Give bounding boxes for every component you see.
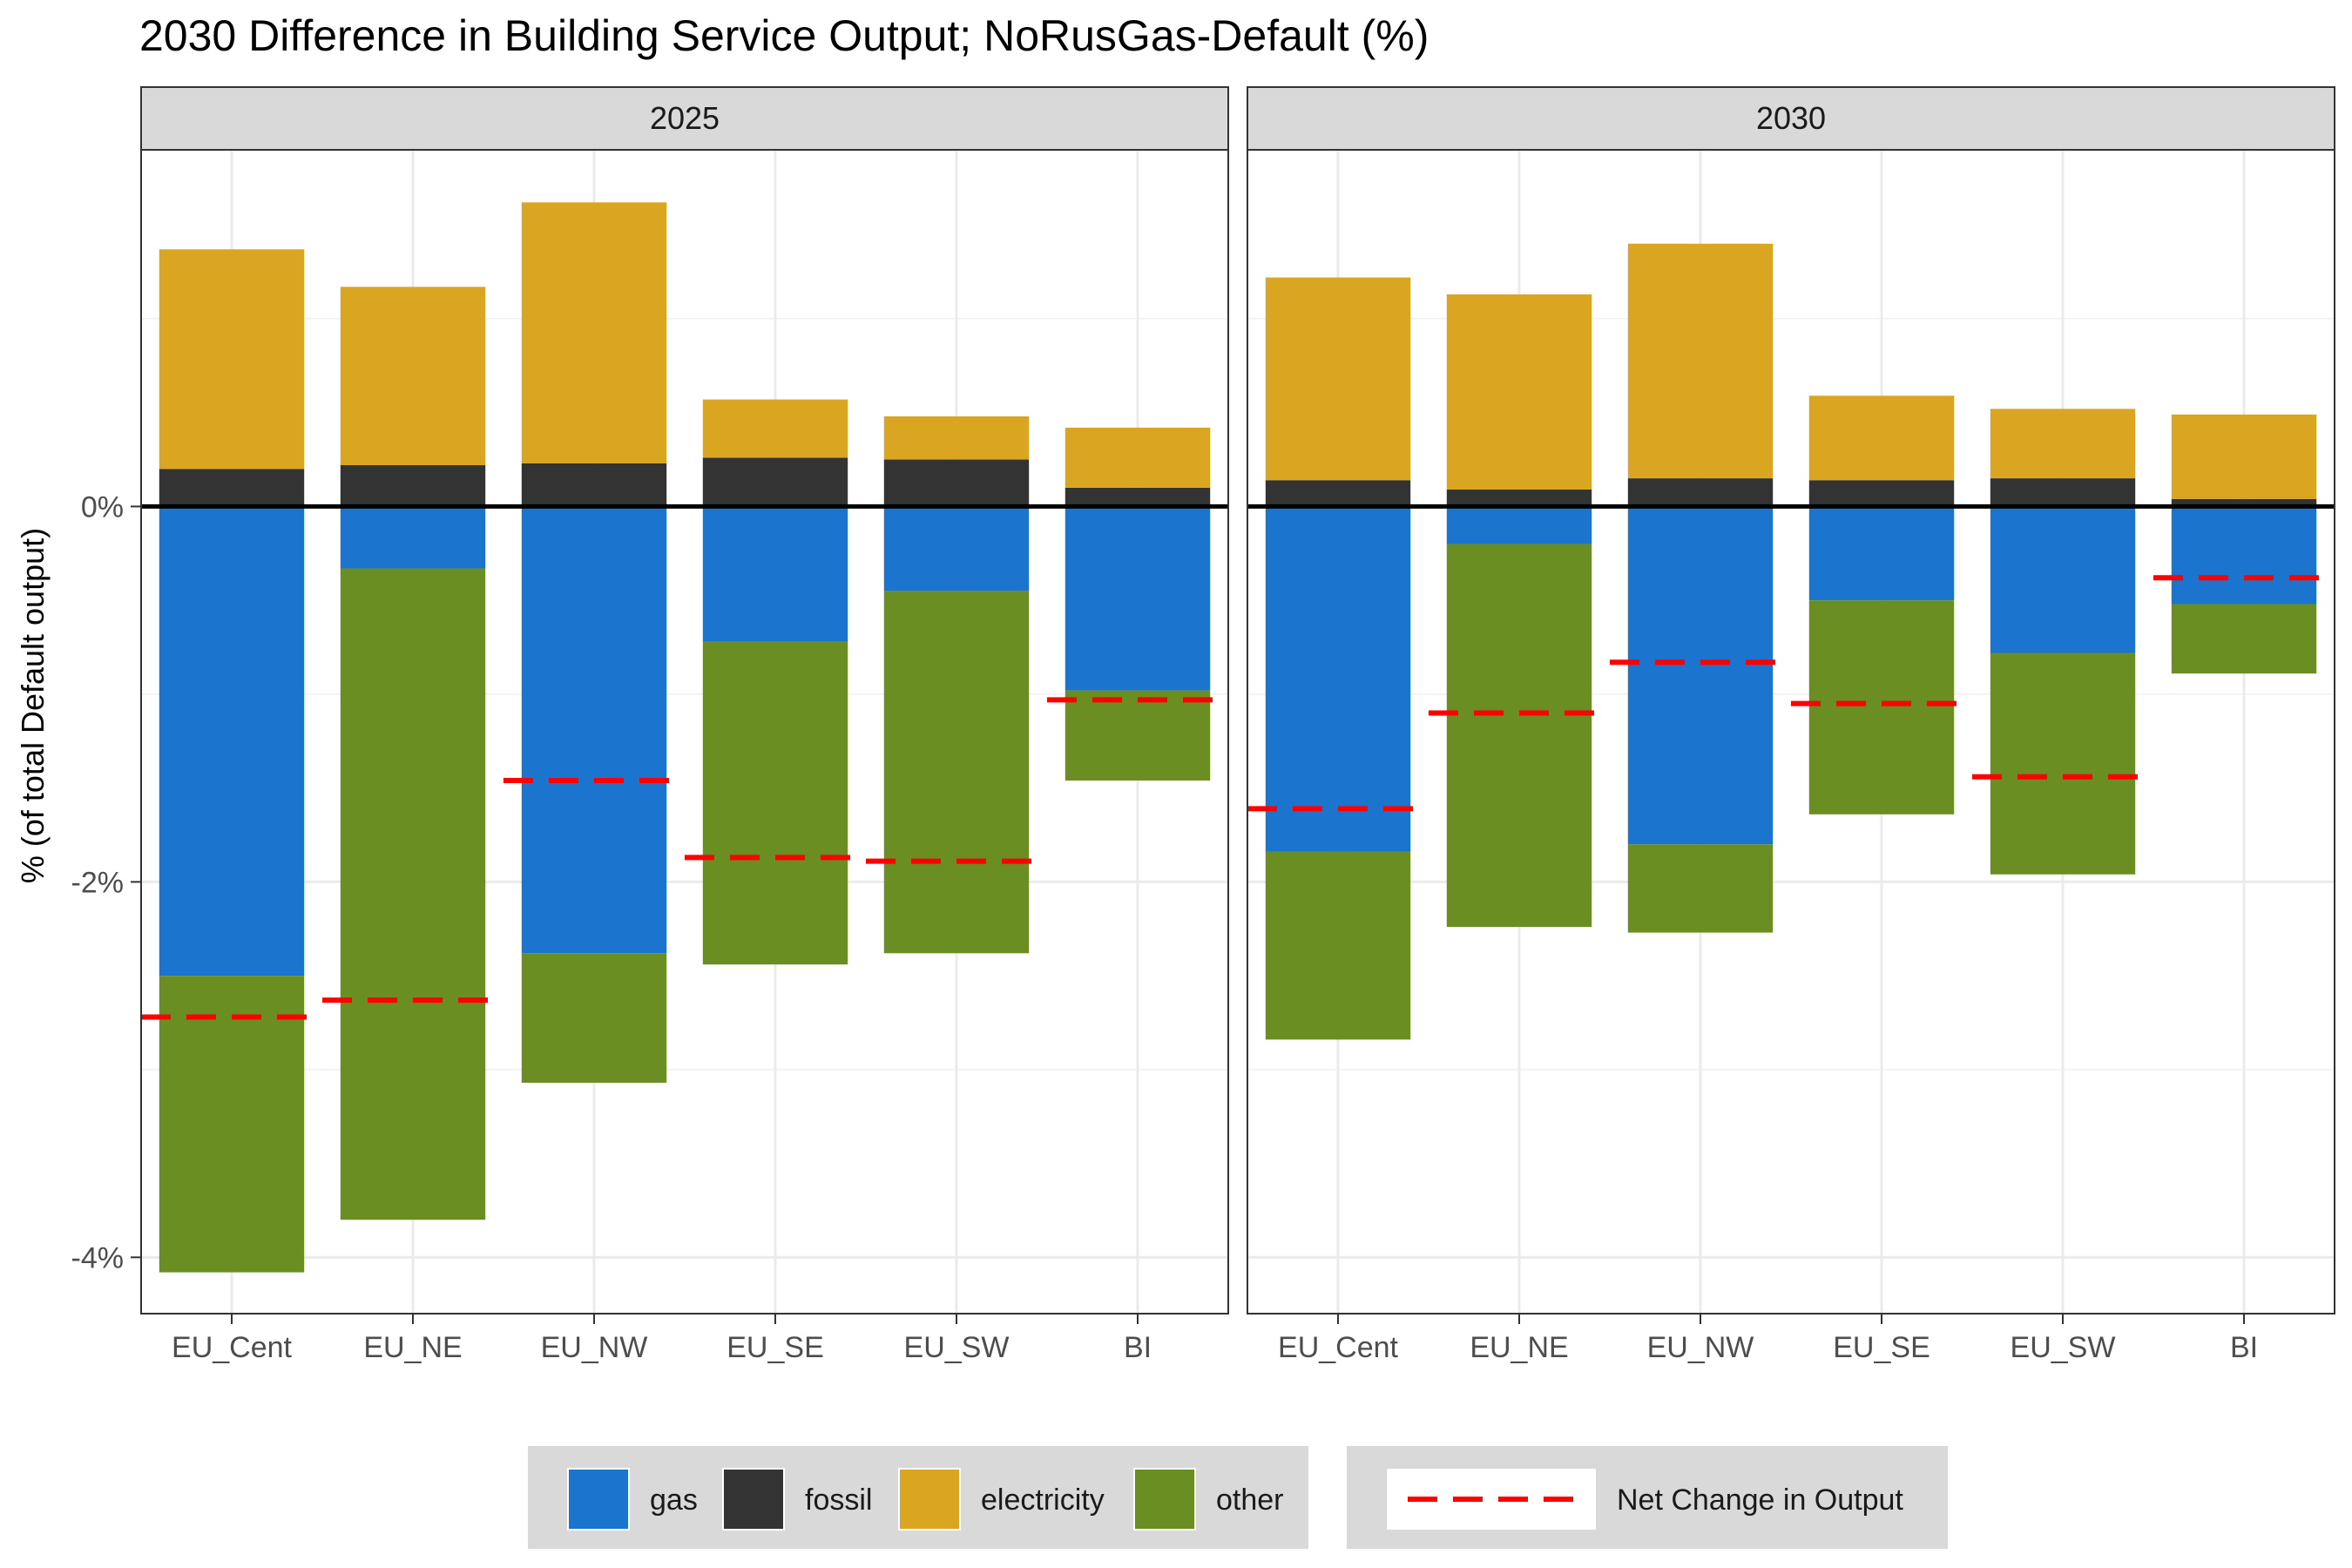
bar-other-EU_NW-2030 (1627, 844, 1774, 933)
bar-fossil-EU_SW-2030 (1990, 478, 2136, 507)
panel-background (1247, 150, 2335, 1314)
x-tick-label: EU_NE (1470, 1331, 1568, 1364)
y-axis-title: % (of total Default output) (15, 528, 51, 883)
bar-fossil-EU_NW-2030 (1627, 478, 1774, 507)
bar-electricity-EU_NW-2030 (1627, 243, 1774, 479)
bar-gas-EU_SE-2025 (702, 506, 848, 642)
panel-border (1247, 149, 2335, 1315)
bar-gas-BI-2025 (1064, 506, 1211, 691)
panel-border (140, 149, 1229, 1315)
bar-other-EU_NE-2025 (340, 568, 486, 1220)
x-tick-label: EU_SW (2011, 1331, 2116, 1364)
x-tick-label: EU_SW (904, 1331, 1010, 1364)
x-tick-label: EU_NE (363, 1331, 462, 1364)
bar-other-EU_NE-2030 (1446, 544, 1592, 928)
bar-other-EU_Cent-2025 (159, 976, 305, 1273)
bar-electricity-EU_SW-2030 (1990, 409, 2136, 479)
chart-title: 2030 Difference in Building Service Outp… (139, 11, 1429, 60)
bar-other-BI-2030 (2171, 604, 2317, 674)
bar-fossil-EU_SE-2025 (702, 457, 848, 507)
bar-fossil-BI-2030 (2171, 498, 2317, 507)
y-axis: 0% -2% -4% (71, 490, 141, 1274)
legend: gas fossil electricity other Net Change in O… (528, 1446, 1948, 1549)
x-tick-label: EU_SE (727, 1331, 824, 1364)
bar-electricity-BI-2030 (2171, 414, 2317, 499)
bar-fossil-EU_SE-2030 (1808, 480, 1955, 507)
bar-gas-EU_SW-2025 (883, 506, 1030, 591)
facet-strip-label: 2025 (650, 100, 720, 136)
facet-strip (140, 86, 1229, 151)
bar-gas-EU_SE-2030 (1808, 506, 1955, 601)
bar-fossil-EU_NW-2025 (521, 463, 667, 507)
y-tick-label: -2% (71, 866, 124, 899)
legend-key-gas (567, 1468, 630, 1531)
x-tick-label: EU_NW (1647, 1331, 1754, 1364)
bar-gas-BI-2030 (2171, 506, 2317, 605)
legend-label-gas: gas (650, 1484, 698, 1517)
bar-other-EU_SE-2030 (1808, 600, 1955, 814)
bar-gas-EU_NW-2030 (1627, 506, 1774, 845)
bar-other-EU_SE-2025 (702, 641, 848, 965)
bar-electricity-EU_NE-2025 (340, 287, 486, 466)
bar-other-EU_Cent-2030 (1265, 851, 1411, 1040)
x-tick-label: EU_Cent (1278, 1331, 1399, 1364)
bar-fossil-EU_Cent-2030 (1265, 480, 1411, 507)
facet-strip-label: 2030 (1756, 100, 1826, 136)
bar-other-EU_SW-2025 (883, 591, 1030, 954)
bar-fossil-EU_Cent-2025 (159, 469, 305, 507)
legend-label-net-change: Net Change in Output (1617, 1484, 1903, 1517)
bar-electricity-EU_SW-2025 (883, 416, 1030, 460)
bar-fossil-EU_NE-2025 (340, 465, 486, 507)
bar-electricity-EU_SE-2025 (702, 399, 848, 458)
panel-background (141, 150, 1228, 1314)
legend-label-fossil: fossil (805, 1484, 872, 1517)
bar-gas-EU_Cent-2030 (1265, 506, 1411, 852)
bar-fossil-BI-2025 (1064, 487, 1211, 507)
y-tick-label: -4% (71, 1241, 124, 1274)
bar-other-EU_SW-2030 (1990, 652, 2136, 875)
bar-gas-EU_NW-2025 (521, 506, 667, 954)
bar-gas-EU_NE-2025 (340, 506, 486, 569)
bar-gas-EU_SW-2030 (1990, 506, 2136, 653)
x-tick-label: EU_SE (1833, 1331, 1930, 1364)
bar-electricity-EU_NW-2025 (521, 202, 667, 463)
bar-other-EU_NW-2025 (521, 953, 667, 1083)
facet-panel-2030: 2030 EU_Cent EU_NE EU_NW EU_SE EU_SW BI (1247, 86, 2335, 1364)
facet-panel-2025: 2025 EU_Cent EU_NE EU_NW EU_SE EU_SW BI (140, 86, 1229, 1364)
legend-key-fossil (722, 1468, 785, 1531)
bar-gas-EU_NE-2030 (1446, 506, 1592, 544)
x-tick-label: EU_Cent (172, 1331, 293, 1364)
bar-electricity-EU_Cent-2025 (159, 249, 305, 470)
legend-label-electricity: electricity (981, 1484, 1105, 1517)
x-tick-label: EU_NW (541, 1331, 648, 1364)
x-tick-label: BI (2230, 1331, 2258, 1364)
y-tick-label: 0% (81, 490, 124, 524)
bar-fossil-EU_NE-2030 (1446, 490, 1592, 507)
bar-electricity-EU_Cent-2030 (1265, 277, 1411, 481)
bar-electricity-EU_SE-2030 (1808, 395, 1955, 481)
x-tick-label: BI (1124, 1331, 1152, 1364)
legend-key-other (1133, 1468, 1196, 1531)
legend-label-other: other (1216, 1484, 1284, 1517)
bar-other-BI-2025 (1064, 690, 1211, 781)
bar-fossil-EU_SW-2025 (883, 459, 1030, 507)
facet-panels: 2025 EU_Cent EU_NE EU_NW EU_SE EU_SW BI 2030 EU_… (140, 86, 2335, 1364)
bar-gas-EU_Cent-2025 (159, 506, 305, 977)
legend-key-electricity (898, 1468, 961, 1531)
bar-electricity-EU_NE-2030 (1446, 294, 1592, 490)
bar-electricity-BI-2025 (1064, 427, 1211, 488)
